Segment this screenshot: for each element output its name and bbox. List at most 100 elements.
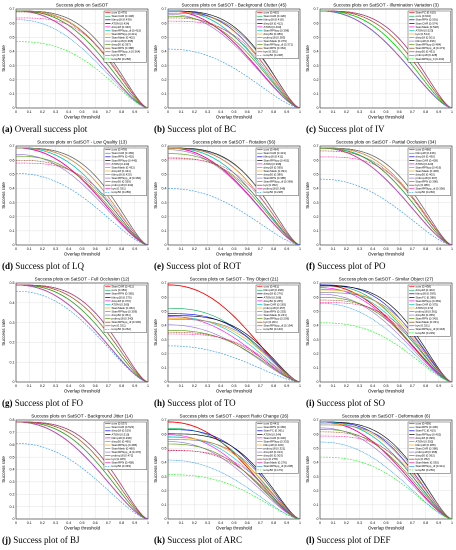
legend-entry: SiamRPNpp [0.381] — [416, 299, 442, 303]
series-line — [15, 10, 149, 109]
x-tick-label: 0.7 — [106, 110, 111, 114]
y-tick-label: 0.7 — [10, 144, 15, 148]
y-tick-label: 0.4 — [314, 461, 319, 465]
legend-entry: dimp50 [0.389] — [264, 172, 283, 176]
legend-entry: SiamRPNpp_dl [0.356] — [416, 187, 446, 191]
y-tick-label: 0.6 — [314, 432, 319, 436]
x-tick-label: 0.3 — [205, 247, 210, 251]
y-tick-label: 0.5 — [162, 446, 167, 450]
series-line — [16, 11, 149, 109]
x-tick-label: 0.4 — [66, 110, 71, 114]
series-line — [319, 147, 453, 246]
series-line — [168, 17, 301, 109]
subfigure-caption: (k) Success plot of ARC — [154, 535, 304, 548]
legend-entry: SiamRPNpp [0.411] — [112, 32, 138, 36]
series-line — [319, 148, 453, 246]
y-tick-label: 0.5 — [314, 309, 319, 313]
series-line — [168, 11, 301, 109]
y-tick-label: 0.2 — [10, 492, 15, 496]
legend-entry: prdimp18 [0.340] — [112, 317, 134, 321]
y-tick-label: 0.7 — [314, 281, 319, 285]
series-line — [167, 329, 301, 383]
legend-entry: ATOM [0.403] — [264, 25, 282, 29]
y-tick-label: 0.7 — [314, 418, 319, 422]
series-line — [320, 156, 453, 246]
legend-entry: SiamRPNpp_dl [0.311] — [416, 464, 445, 468]
plot-frame — [15, 282, 149, 383]
x-tick-label: 0 — [167, 384, 169, 388]
legend-entry: SiamRPNpp_dl [0.366] — [112, 176, 142, 180]
series-line — [168, 319, 301, 383]
series-line — [167, 459, 301, 520]
series-line — [320, 435, 453, 520]
y-tick-label: 0 — [317, 517, 319, 521]
y-tick-label: 0.4 — [162, 324, 167, 328]
legend-entry: SiamCAR [0.428] — [416, 158, 439, 162]
x-tick-label: 0.3 — [53, 110, 58, 114]
chart-panel: Success plots on SatSOT 0 0.1 0.2 0.3 0.4 0.5 0… — [0, 0, 152, 137]
legend-entry: SiamRPN [0.452] — [112, 155, 135, 159]
x-tick-label: 0.6 — [397, 384, 402, 388]
x-tick-label: 0.5 — [232, 521, 237, 525]
legend-entry: SiamRPN [0.458] — [112, 461, 135, 465]
series-line — [168, 315, 301, 383]
legend-box — [103, 10, 147, 63]
y-tick-label: 0 — [317, 106, 319, 110]
legend-entry: tomp50 [0.146] — [264, 327, 283, 331]
plot-frame — [15, 8, 149, 109]
series-line — [319, 441, 453, 520]
y-tick-label: 0.5 — [10, 172, 15, 176]
legend-entry: SiamRPN [0.364] — [264, 46, 287, 50]
legend-entry: fdimp18 [0.411] — [264, 155, 284, 159]
subfigure-caption: (a) Overall success plot — [2, 124, 152, 137]
caption-label: (b) — [154, 124, 165, 134]
x-tick-label: 1 — [147, 247, 149, 251]
y-axis-label: Success rate — [305, 182, 310, 209]
legend-entry: SiamRPNpp [0.419] — [416, 165, 442, 169]
caption-label: (g) — [2, 398, 13, 408]
legend-entry: ATOM [0.423] — [416, 162, 434, 166]
series-line — [168, 474, 301, 520]
legend-entry: SiamCAR [0.448] — [112, 14, 135, 18]
legend-entry: dimp50 [0.265] — [264, 299, 283, 303]
x-tick-label: 0.3 — [357, 521, 362, 525]
legend-entry: fdimp18 [0.498] — [112, 436, 132, 440]
legend-entry: dimp50 [0.362] — [416, 454, 435, 458]
legend-entry: dimp18 [0.313] — [264, 450, 283, 454]
legend-entry: SiamMask [0.335] — [416, 461, 439, 465]
x-axis-label: Overlap threshold — [64, 389, 101, 394]
legend-entry: dimp50 [0.351] — [112, 313, 131, 317]
x-tick-label: 0.8 — [271, 521, 276, 525]
x-tick-label: 0.9 — [436, 384, 441, 388]
x-tick-label: 0.3 — [357, 110, 362, 114]
y-tick-label: 0.2 — [314, 352, 319, 356]
x-tick-label: 0.5 — [232, 384, 237, 388]
x-tick-label: 0.5 — [80, 384, 85, 388]
x-tick-label: 0.7 — [258, 384, 263, 388]
legend-entry: dimp18 [0.430] — [416, 155, 435, 159]
chart-title: Success plots on SatSOT - Similar Object… — [339, 277, 434, 282]
subfigure-caption: (g) Success plot of FO — [2, 398, 152, 411]
legend-entry: ours [0.461] — [264, 285, 279, 289]
chart-title: Success plots on SatSOT - Background Jit… — [31, 414, 133, 419]
series-line — [167, 441, 301, 520]
y-tick-label: 0.4 — [162, 50, 167, 54]
y-tick-label: 0.6 — [314, 295, 319, 299]
legend-entry: ours [0.459] — [416, 422, 431, 426]
series-line — [16, 10, 149, 109]
series-line — [167, 13, 301, 109]
x-tick-label: 0.7 — [106, 521, 111, 525]
legend-entry: fdimp18 [0.436] — [416, 151, 436, 155]
chart-svg: Success plots on SatSOT - Background Clu… — [153, 3, 301, 120]
y-tick-label: 0.7 — [10, 431, 15, 435]
y-tick-label: 0.3 — [10, 64, 15, 68]
series-line — [320, 289, 453, 383]
series-line — [168, 20, 301, 109]
legend-box — [407, 284, 451, 337]
series-line — [168, 148, 301, 246]
subfigure-caption: (l) Success plot of DEF — [306, 535, 456, 548]
legend-entry: SiamRPNpp_dl [0.238] — [264, 464, 294, 468]
chart-title: Success plots on SatSOT - Rotation (56) — [193, 140, 276, 145]
y-tick-label: 0.2 — [314, 489, 319, 493]
x-tick-label: 0.6 — [245, 384, 250, 388]
